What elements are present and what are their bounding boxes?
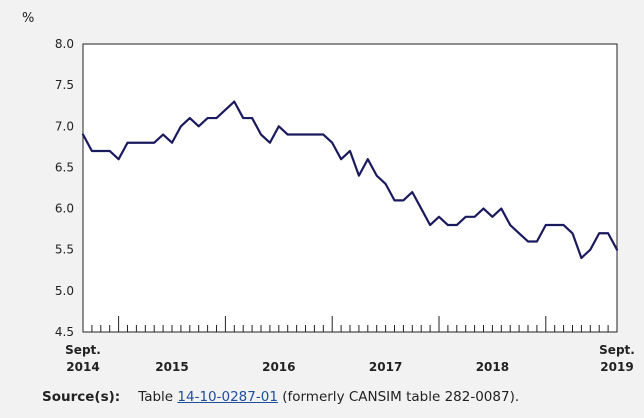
y-tick-label: 6.5 [55, 160, 74, 174]
x-tick-label-year: 2015 [155, 360, 188, 374]
source-text-after: (formerly CANSIM table 282-0087). [278, 389, 519, 405]
x-tick-label-year: 2018 [476, 360, 509, 374]
y-axis-unit-label: % [22, 11, 34, 26]
plot-area-frame [83, 44, 617, 332]
x-tick-label-line1: Sept. [599, 343, 635, 357]
y-tick-label: 7.5 [55, 78, 74, 92]
line-chart: 4.5 5.0 5.5 6.0 6.5 7.0 7.5 8.0 % Sept. 2014 2015… [0, 0, 644, 390]
x-tick-label-year: 2017 [369, 360, 402, 374]
source-note: Source(s): Table 14-10-0287-01 (formerly … [42, 389, 519, 405]
y-tick-label: 8.0 [55, 37, 74, 51]
source-text-before: Table [138, 389, 177, 405]
y-tick-label: 4.5 [55, 325, 74, 339]
y-tick-label: 5.5 [55, 243, 74, 257]
y-tick-label: 5.0 [55, 284, 74, 298]
x-tick-label-year: 2019 [600, 360, 633, 374]
y-axis-tick-labels: 4.5 5.0 5.5 6.0 6.5 7.0 7.5 8.0 [55, 37, 74, 339]
x-tick-label-line1: Sept. [65, 343, 101, 357]
x-tick-label-year: 2014 [66, 360, 99, 374]
source-label: Source(s): [42, 389, 120, 405]
source-table-link[interactable]: 14-10-0287-01 [177, 389, 278, 405]
x-tick-label-year: 2016 [262, 360, 295, 374]
y-tick-label: 7.0 [55, 119, 74, 133]
x-axis-tick-labels: Sept. 2014 2015 2016 2017 2018 Sept. 2019 [65, 343, 635, 374]
y-tick-label: 6.0 [55, 202, 74, 216]
